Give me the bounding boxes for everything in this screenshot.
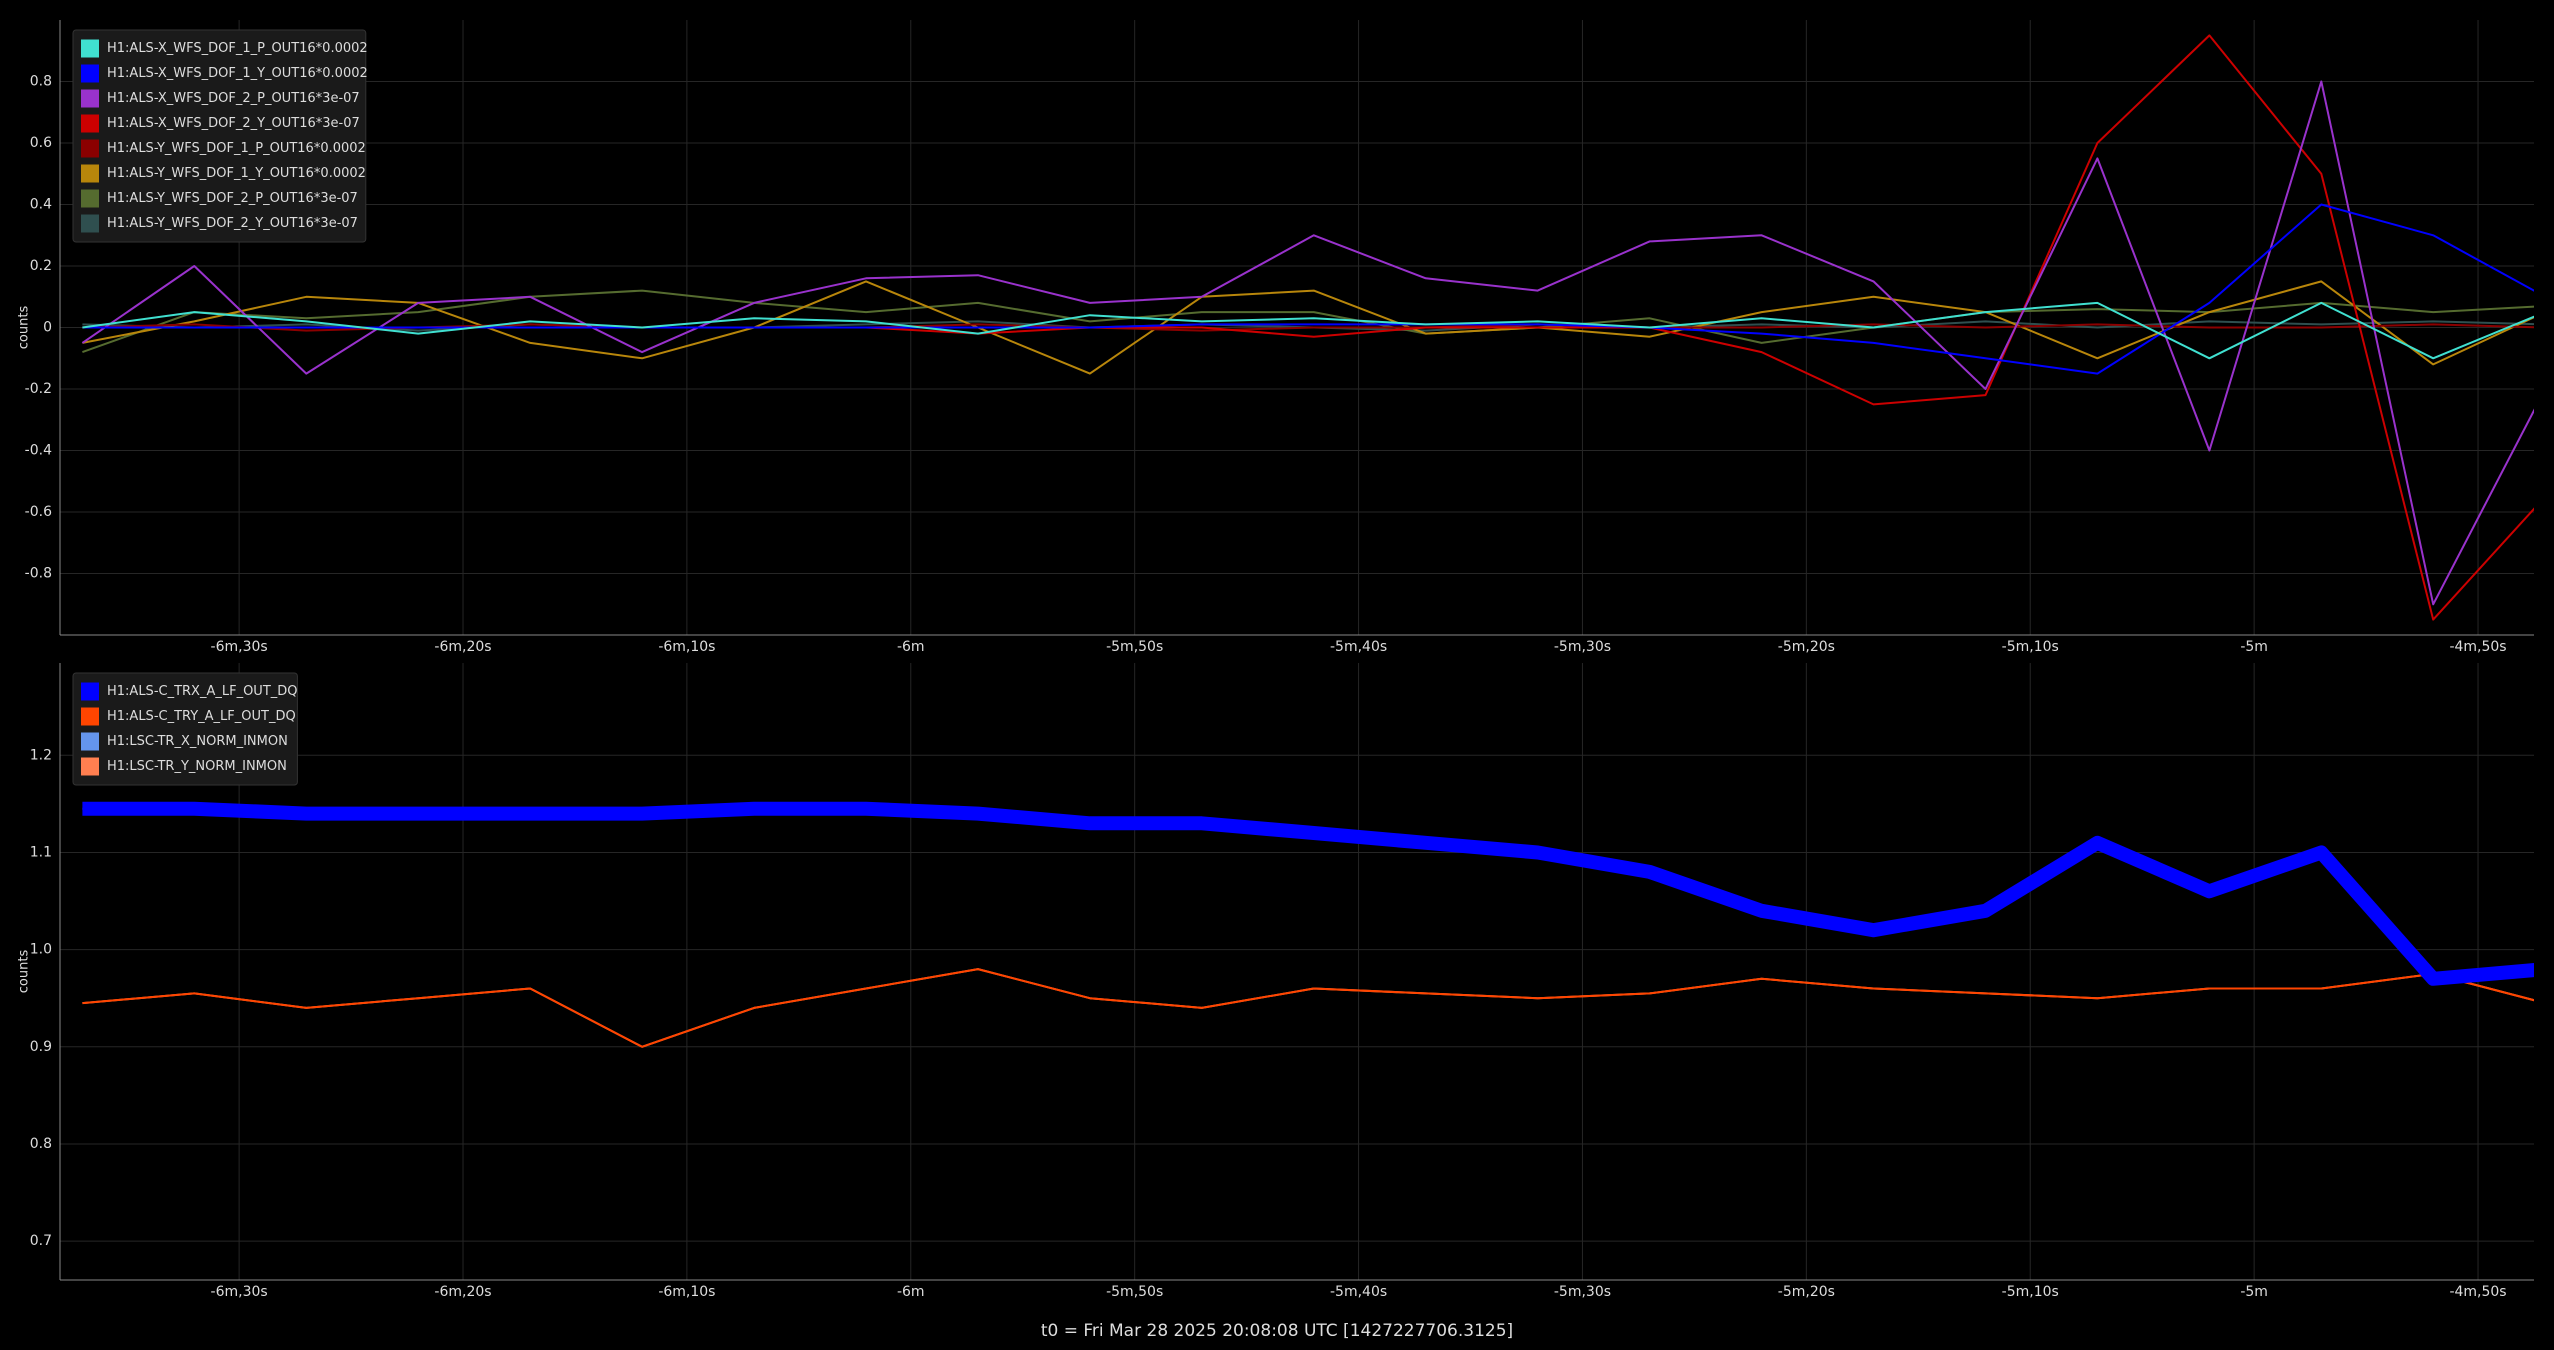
legend-swatch: [81, 732, 99, 751]
legend-swatch: [81, 89, 99, 108]
y-tick-label: 1.1: [30, 844, 52, 860]
legend-swatch: [81, 757, 99, 776]
y-tick-label: 0.9: [30, 1039, 52, 1055]
legend-label: H1:ALS-X_WFS_DOF_2_P_OUT16*3e-07: [107, 91, 360, 106]
x-tick-label: -5m,30s: [1554, 1284, 1611, 1300]
x-tick-label: -6m,20s: [434, 639, 491, 655]
x-tick-label: -6m,10s: [658, 639, 715, 655]
legend-label: H1:ALS-X_WFS_DOF_1_Y_OUT16*0.0002: [107, 66, 368, 81]
x-tick-label: -5m,30s: [1554, 639, 1611, 655]
x-tick-label: -5m,20s: [1778, 1284, 1835, 1300]
legend-swatch: [81, 64, 99, 83]
x-tick-label: -5m,40s: [1330, 639, 1387, 655]
legend-label: H1:ALS-Y_WFS_DOF_1_P_OUT16*0.0002: [107, 141, 366, 156]
plot-lines: [81, 34, 2534, 621]
y-tick-label: 0.8: [30, 1136, 52, 1152]
x-tick-label: -6m: [897, 1284, 925, 1300]
x-tick-label: -4m,50s: [2449, 639, 2506, 655]
legend-label: H1:ALS-C_TRX_A_LF_OUT_DQ: [107, 684, 298, 699]
y-tick-label: 0.7: [30, 1233, 52, 1249]
x-tick-label: -5m,40s: [1330, 1284, 1387, 1300]
legend-swatch: [81, 682, 99, 701]
legend-label: H1:ALS-Y_WFS_DOF_1_Y_OUT16*0.0002: [107, 166, 366, 181]
legend-box: [72, 672, 298, 786]
x-tick-label: -6m,20s: [434, 1284, 491, 1300]
footer: t0 = Fri Mar 28 2025 20:08:08 UTC [14272…: [1041, 1321, 1513, 1341]
y-tick-label: -0.2: [25, 381, 52, 397]
y-axis-label: counts: [17, 950, 32, 994]
series-line: [82, 801, 2534, 986]
x-tick-label: -6m,30s: [211, 639, 268, 655]
x-tick-label: -5m,10s: [2002, 1284, 2059, 1300]
plot-lines: [82, 801, 2534, 1048]
x-tick-label: -5m,20s: [1778, 639, 1835, 655]
y-tick-label: 0.6: [30, 135, 52, 151]
y-tick-label: 0.8: [30, 74, 52, 90]
legend-label: H1:LSC-TR_Y_NORM_INMON: [107, 759, 287, 774]
x-tick-label: -5m,50s: [1106, 1284, 1163, 1300]
legend-swatch: [81, 214, 99, 233]
y-tick-label: 0.4: [30, 197, 52, 213]
legend-label: H1:ALS-X_WFS_DOF_1_P_OUT16*0.0002: [107, 41, 368, 56]
series-line: [82, 203, 2534, 375]
x-tick-label: -5m,50s: [1106, 639, 1163, 655]
y-tick-label: -0.6: [25, 504, 52, 520]
legend-swatch: [81, 164, 99, 183]
legend-swatch: [81, 39, 99, 58]
y-axis-label: counts: [17, 306, 32, 350]
x-tick-label: -5m: [2240, 639, 2268, 655]
y-tick-label: 0: [43, 320, 52, 336]
legend-swatch: [81, 114, 99, 133]
x-tick-label: -6m: [897, 639, 925, 655]
x-tick-label: -5m,10s: [2002, 639, 2059, 655]
legend-box: [72, 29, 367, 243]
legend-swatch: [81, 707, 99, 726]
x-tick-label: -4m,50s: [2449, 1284, 2506, 1300]
x-tick-label: -6m,10s: [658, 1284, 715, 1300]
legend-label: H1:LSC-TR_X_NORM_INMON: [107, 734, 288, 749]
legend-label: H1:ALS-Y_WFS_DOF_2_Y_OUT16*3e-07: [107, 216, 358, 231]
series-line: [82, 280, 2534, 375]
legend-label: H1:ALS-X_WFS_DOF_2_Y_OUT16*3e-07: [107, 116, 360, 131]
series-line: [82, 301, 2534, 360]
series-line: [82, 289, 2534, 354]
y-tick-label: -0.4: [25, 443, 52, 459]
series-line: [82, 968, 2534, 1048]
x-tick-label: -6m,30s: [211, 1284, 268, 1300]
legend-label: H1:ALS-C_TRY_A_LF_OUT_DQ: [107, 709, 296, 724]
x-tick-label: -5m: [2240, 1284, 2268, 1300]
y-tick-label: 1.0: [30, 942, 52, 958]
y-tick-label: 1.2: [30, 747, 52, 763]
series-line: [81, 80, 2534, 606]
y-tick-label: -0.8: [25, 566, 52, 582]
legend-swatch: [81, 189, 99, 208]
y-tick-label: 0.2: [30, 258, 52, 274]
legend-label: H1:ALS-Y_WFS_DOF_2_P_OUT16*3e-07: [107, 191, 358, 206]
legend-swatch: [81, 139, 99, 158]
